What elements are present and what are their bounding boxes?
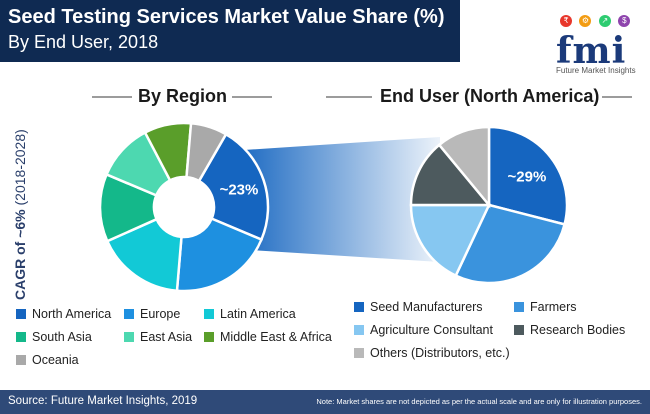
- logo-icons: ₹ ⚙ ↗ $: [560, 10, 633, 28]
- legend-research-bodies: Research Bodies: [514, 323, 625, 337]
- enduser-chart-title: End User (North America): [380, 86, 600, 106]
- legend-farmers: Farmers: [514, 300, 577, 314]
- legend-label: East Asia: [140, 330, 193, 344]
- region-donut: ~23%: [98, 121, 270, 293]
- legend-label: Seed Manufacturers: [370, 300, 483, 314]
- logo-icon-4: $: [618, 15, 631, 27]
- logo-icon-3: ↗: [598, 15, 611, 27]
- legend-north-america: North America: [16, 307, 111, 321]
- swatch-latin-america: [204, 309, 214, 319]
- legend-label: Others (Distributors, etc.): [370, 346, 510, 360]
- legend-label: Oceania: [32, 353, 79, 367]
- swatch-farmers: [514, 302, 524, 312]
- swatch-north-america: [16, 309, 26, 319]
- legend-europe: Europe: [124, 307, 180, 321]
- swatch-others: [354, 348, 364, 358]
- slice-agriculture-consultant: [409, 203, 491, 278]
- swatch-research-bodies: [514, 325, 524, 335]
- legend-oceania: Oceania: [16, 353, 79, 367]
- highlight-connector: [244, 137, 440, 262]
- slice-research-bodies: [409, 143, 492, 207]
- legend-label: Farmers: [530, 300, 577, 314]
- source-text: Source: Future Market Insights, 2019: [8, 395, 198, 407]
- swatch-europe: [124, 309, 134, 319]
- logo-icon-2: ⚙: [579, 15, 592, 27]
- note-text: Note: Market shares are not depicted as …: [316, 397, 642, 406]
- swatch-agriculture-consultant: [354, 325, 364, 335]
- swatch-oceania: [16, 355, 26, 365]
- region-chart-title: By Region: [138, 86, 228, 106]
- legend-label: Middle East & Africa: [220, 330, 332, 344]
- enduser-title-line-right: [602, 96, 632, 98]
- slice-value-label: ~23%: [220, 182, 259, 199]
- slice-oceania: [185, 121, 228, 183]
- legend-south-asia: South Asia: [16, 330, 92, 344]
- enduser-title-line-left: [326, 96, 372, 98]
- region-title-line-right: [232, 96, 272, 98]
- header-banner: Seed Testing Services Market Value Share…: [0, 0, 460, 62]
- swatch-seed-manufacturers: [354, 302, 364, 312]
- legend-label: North America: [32, 307, 112, 321]
- chart-title: Seed Testing Services Market Value Share…: [8, 6, 445, 28]
- slice-north-america: [197, 132, 270, 242]
- legend-label: Latin America: [220, 307, 296, 321]
- slice-seed-manufacturers: [487, 125, 569, 226]
- logo-icon-1: ₹: [560, 15, 572, 27]
- logo-tagline: Future Market Insights: [556, 66, 636, 75]
- legend-agriculture-consultant: Agriculture Consultant: [354, 323, 493, 337]
- slice-europe: [175, 216, 264, 293]
- swatch-east-asia: [124, 332, 134, 342]
- swatch-south-asia: [16, 332, 26, 342]
- slice-value-label: ~29%: [508, 169, 547, 186]
- logo-wordmark: fmi: [556, 30, 627, 72]
- swatch-mea: [204, 332, 214, 342]
- legend-latin-america: Latin America: [204, 307, 296, 321]
- legend-label: Europe: [140, 307, 181, 321]
- chart-subtitle: By End User, 2018: [8, 32, 159, 52]
- region-title-line-left: [92, 96, 132, 98]
- legend-mea: Middle East & Africa: [204, 330, 332, 344]
- legend-label: Agriculture Consultant: [370, 323, 493, 337]
- legend-label: South Asia: [32, 330, 92, 344]
- slice-farmers: [454, 203, 567, 285]
- footer-bar: Source: Future Market Insights, 2019 Not…: [0, 390, 650, 414]
- slice-others-distributors-etc: [437, 125, 491, 209]
- legend-others: Others (Distributors, etc.): [354, 346, 510, 360]
- legend-label: Research Bodies: [530, 323, 626, 337]
- enduser-pie: ~29%: [409, 125, 569, 285]
- legend-seed-manufacturers: Seed Manufacturers: [354, 300, 483, 314]
- legend-east-asia: East Asia: [124, 330, 192, 344]
